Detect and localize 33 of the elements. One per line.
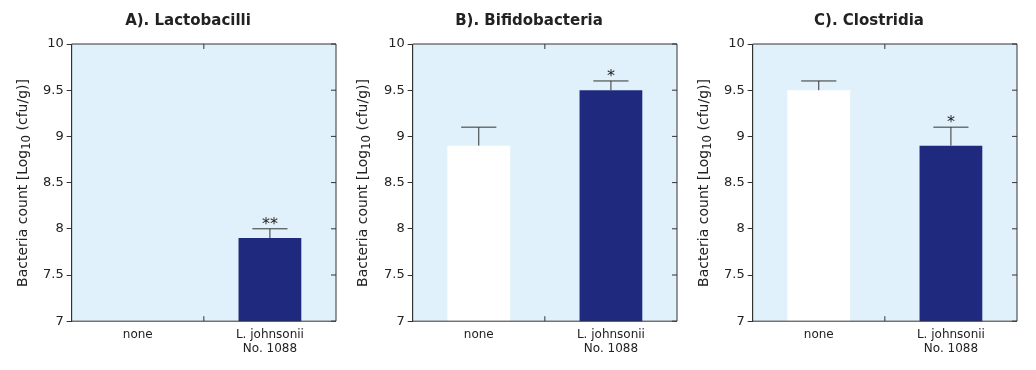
- y-tick-label: 8.5: [724, 173, 746, 189]
- annotation: *: [947, 112, 956, 132]
- y-tick-label: 7.5: [383, 266, 405, 282]
- y-tick-label: 10: [728, 35, 746, 51]
- y-tick-label: 9: [396, 127, 405, 143]
- y-tick-label: 8.5: [42, 173, 64, 189]
- y-tick-label: 9.5: [724, 81, 746, 97]
- y-tick-label: 7.5: [42, 266, 64, 282]
- y-tick-label: 8: [736, 220, 746, 236]
- x-tick-label: none: [804, 326, 835, 341]
- annotation: *: [606, 66, 615, 86]
- y-tick-label: 9.5: [42, 81, 64, 97]
- y-tick-label: 10: [47, 35, 64, 51]
- x-tick-label: none: [463, 326, 494, 341]
- y-tick-label: 9: [55, 127, 64, 143]
- y-tick-label: 10: [387, 35, 405, 51]
- x-tick-label: L. johnsonii No. 1088: [235, 326, 304, 355]
- chart-title: C). Clostridia: [814, 10, 925, 29]
- y-tick-label: 7: [396, 312, 405, 328]
- annotation: **: [261, 213, 278, 233]
- y-tick-label: 8: [55, 220, 64, 236]
- chart-title: A). Lactobacilli: [125, 10, 251, 29]
- y-tick-label: 7.5: [724, 266, 746, 282]
- y-tick-label: 7: [736, 312, 746, 328]
- y-tick-label: 9: [736, 127, 746, 143]
- x-tick-label: L. johnsonii No. 1088: [917, 326, 986, 355]
- y-tick-label: 8: [396, 220, 405, 236]
- y-tick-label: 9.5: [383, 81, 405, 97]
- y-tick-label: 7: [55, 312, 64, 328]
- x-tick-label: L. johnsonii No. 1088: [576, 326, 645, 355]
- x-tick-label: none: [122, 326, 153, 341]
- chart-title: B). Bifidobacteria: [454, 10, 603, 29]
- y-tick-label: 8.5: [383, 173, 405, 189]
